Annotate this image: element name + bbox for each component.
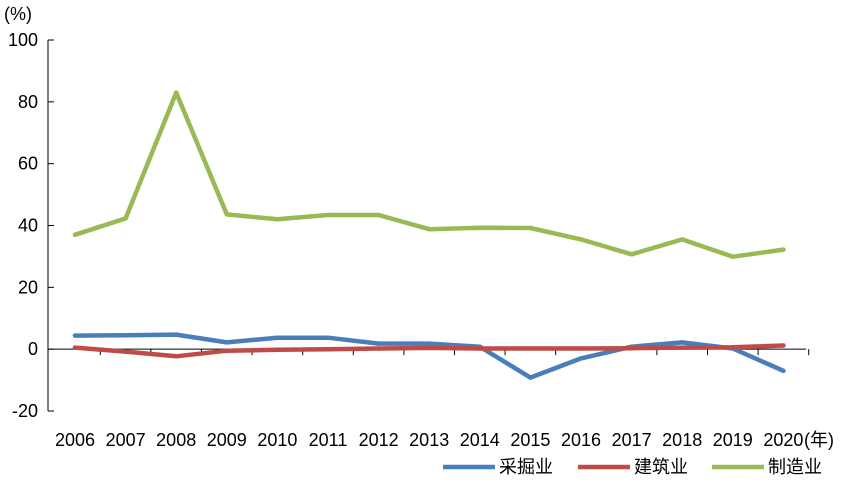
data-point <box>72 345 78 350</box>
data-point <box>528 346 533 351</box>
y-tick-label: 60 <box>18 154 38 174</box>
data-point <box>275 335 280 340</box>
data-point <box>781 343 786 348</box>
data-point <box>224 212 229 217</box>
y-tick-label: -20 <box>12 401 38 421</box>
data-point <box>123 333 128 338</box>
data-point <box>325 346 331 352</box>
y-tick-label: 0 <box>28 339 38 359</box>
data-point <box>427 345 432 351</box>
data-point <box>680 340 685 345</box>
y-tick-label: 40 <box>18 216 38 236</box>
x-tick-label: 2018 <box>662 430 702 450</box>
x-tick-label: 2008 <box>156 430 196 450</box>
data-point <box>376 346 381 351</box>
data-point <box>781 247 786 252</box>
data-point <box>730 345 735 350</box>
x-tick-label: 2017 <box>612 430 652 450</box>
legend-label: 建筑业 <box>634 457 688 477</box>
x-tick-label: 2013 <box>409 430 449 450</box>
x-axis-unit-label: (年) <box>804 430 834 450</box>
data-point <box>224 348 229 353</box>
x-tick-label: 2015 <box>510 430 550 450</box>
x-tick-label: 2006 <box>55 430 95 450</box>
data-point <box>477 225 482 230</box>
data-point <box>730 254 735 259</box>
data-point <box>72 333 78 338</box>
data-point <box>123 216 128 221</box>
y-tick-label: 100 <box>8 30 38 50</box>
data-point <box>578 237 584 242</box>
data-point <box>427 227 432 232</box>
data-point <box>174 90 179 95</box>
data-point <box>680 345 685 350</box>
x-tick-label: 2014 <box>460 430 500 450</box>
data-point <box>528 225 533 231</box>
data-point <box>680 237 685 242</box>
series-line-3 <box>72 90 786 259</box>
data-point <box>427 341 432 346</box>
data-point <box>275 217 280 222</box>
data-point <box>224 340 229 345</box>
x-tick-label: 2011 <box>309 430 348 450</box>
x-tick-label: 2020 <box>763 430 803 450</box>
data-point <box>123 349 128 354</box>
data-point <box>629 346 634 351</box>
data-point <box>578 346 584 351</box>
x-tick-label: 2016 <box>561 430 601 450</box>
x-tick-label: 2012 <box>359 430 399 450</box>
data-point <box>275 347 280 352</box>
data-point <box>376 341 381 346</box>
x-tick-label: 2010 <box>257 430 297 450</box>
x-tick-label: 2019 <box>713 430 753 450</box>
data-point <box>781 368 786 374</box>
y-tick-label: 80 <box>18 92 38 112</box>
x-tick-label: 2007 <box>106 430 146 450</box>
data-point <box>528 375 533 380</box>
data-point <box>72 232 78 237</box>
data-point <box>376 212 381 218</box>
data-point <box>174 354 179 359</box>
y-axis-unit-label: (%) <box>4 4 32 24</box>
data-point <box>477 346 482 351</box>
x-tick-label: 2009 <box>207 430 247 450</box>
data-point <box>578 356 584 361</box>
legend-label: 制造业 <box>768 457 822 477</box>
data-point <box>174 332 179 337</box>
y-tick-label: 20 <box>18 277 38 297</box>
legend-label: 采掘业 <box>499 457 553 477</box>
data-point <box>325 335 331 340</box>
data-point <box>325 212 331 218</box>
data-point <box>629 252 634 257</box>
